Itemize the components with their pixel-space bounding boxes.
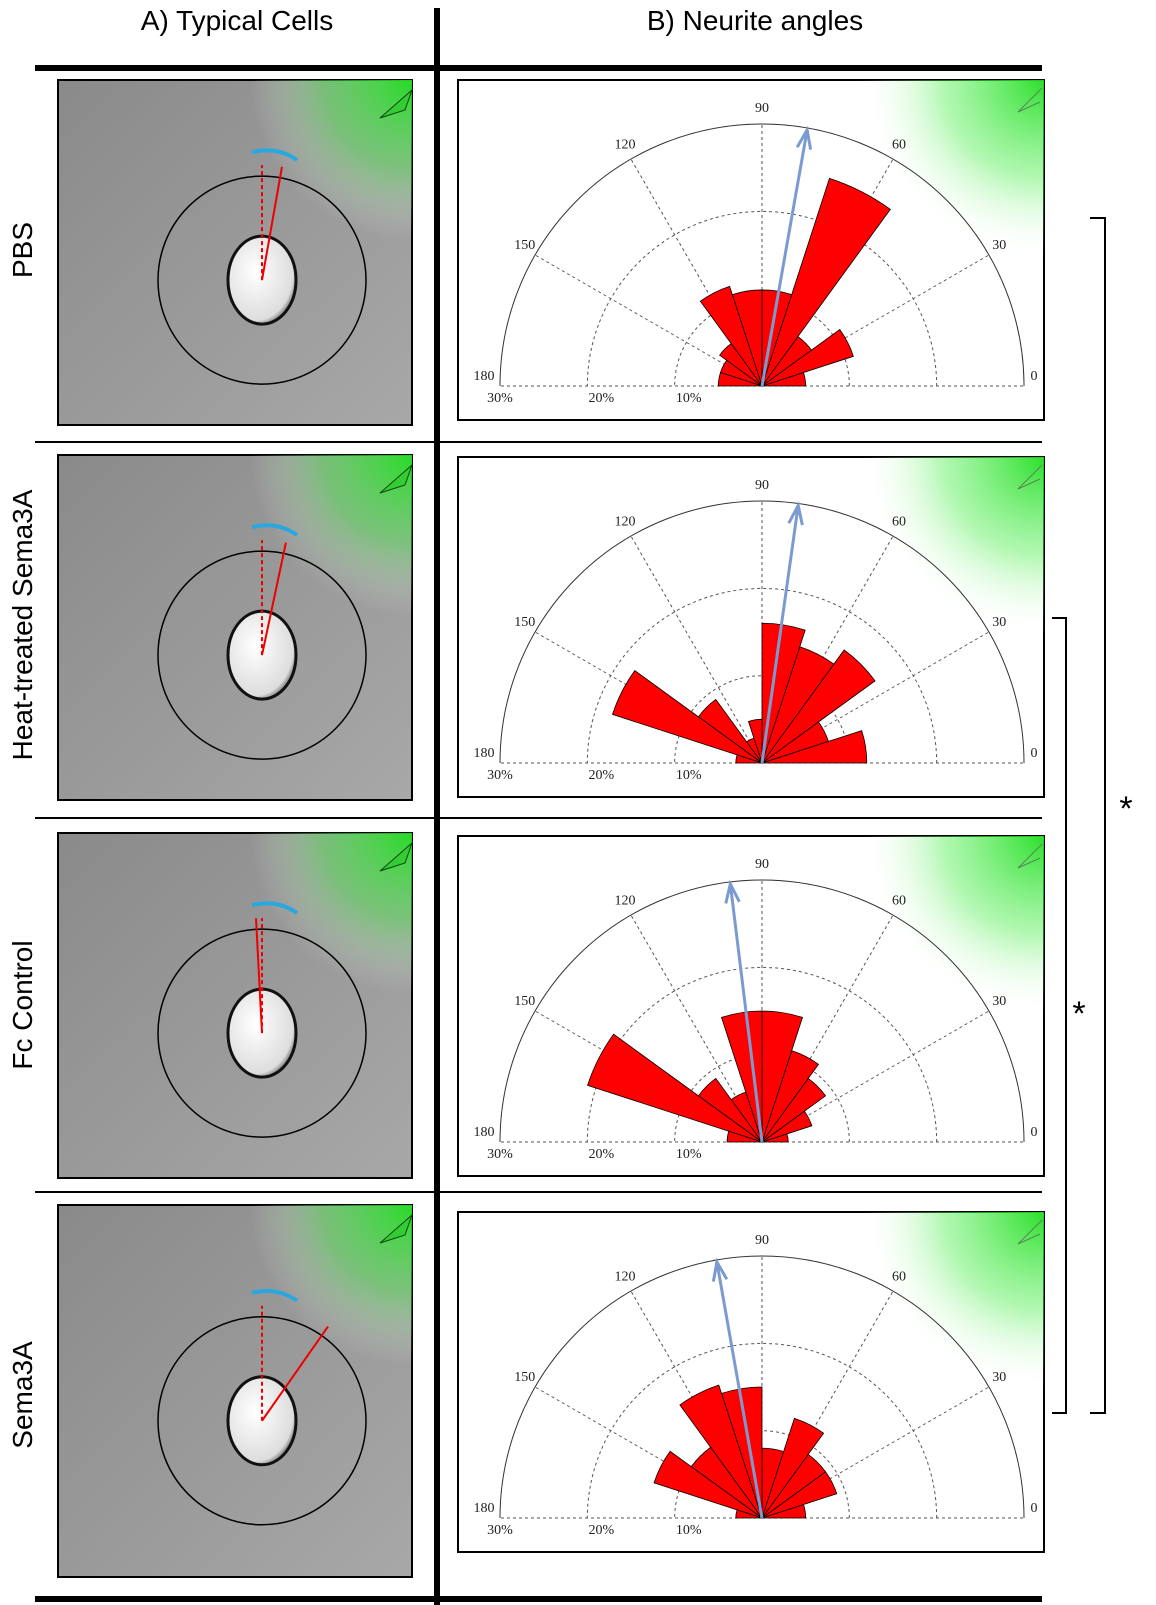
chart-glow bbox=[860, 1212, 1044, 1392]
r-tick-label: 10% bbox=[676, 1523, 702, 1538]
r-tick-label: 30% bbox=[487, 1523, 513, 1538]
r-tick-label: 20% bbox=[588, 768, 614, 783]
theta-tick-label: 30 bbox=[992, 238, 1006, 253]
row-label: Heat-treated Sema3A bbox=[7, 489, 38, 760]
polar-chart: 10% 20% 30% 0 30 60 90 120 150 180 bbox=[458, 1212, 1044, 1552]
theta-tick-label: 0 bbox=[1031, 1501, 1038, 1516]
image-glow bbox=[250, 833, 412, 993]
theta-tick-label: 90 bbox=[755, 857, 769, 872]
polar-chart: 10% 20% 30% 0 30 60 90 120 150 180 bbox=[458, 80, 1044, 420]
theta-tick-label: 180 bbox=[474, 369, 495, 384]
image-glow bbox=[250, 1205, 412, 1365]
polar-chart: 10% 20% 30% 0 30 60 90 120 150 180 bbox=[458, 836, 1044, 1176]
r-tick-label: 30% bbox=[487, 391, 513, 406]
theta-tick-label: 30 bbox=[992, 1370, 1006, 1385]
cell-image bbox=[58, 1205, 412, 1577]
theta-tick-label: 90 bbox=[755, 478, 769, 493]
theta-tick-label: 150 bbox=[514, 994, 535, 1009]
theta-tick-label: 150 bbox=[514, 238, 535, 253]
r-tick-label: 10% bbox=[676, 768, 702, 783]
significance-marker: * bbox=[1072, 995, 1085, 1033]
r-tick-label: 20% bbox=[588, 1147, 614, 1162]
chart-glow bbox=[860, 457, 1044, 637]
theta-tick-label: 30 bbox=[992, 615, 1006, 630]
image-glow bbox=[250, 455, 412, 615]
r-tick-label: 20% bbox=[588, 1523, 614, 1538]
theta-tick-label: 60 bbox=[892, 515, 906, 530]
theta-tick-label: 30 bbox=[992, 994, 1006, 1009]
theta-tick-label: 0 bbox=[1031, 746, 1038, 761]
cell-image bbox=[58, 833, 412, 1178]
theta-tick-label: 60 bbox=[892, 138, 906, 153]
theta-tick-label: 60 bbox=[892, 894, 906, 909]
column-title: A) Typical Cells bbox=[141, 5, 333, 36]
theta-tick-label: 120 bbox=[615, 515, 636, 530]
theta-tick-label: 150 bbox=[514, 615, 535, 630]
cell-image bbox=[58, 80, 412, 425]
cell-image bbox=[58, 455, 412, 800]
theta-tick-label: 150 bbox=[514, 1370, 535, 1385]
polar-chart: 10% 20% 30% 0 30 60 90 120 150 180 bbox=[458, 457, 1044, 797]
theta-tick-label: 120 bbox=[615, 1270, 636, 1285]
r-tick-label: 10% bbox=[676, 391, 702, 406]
theta-tick-label: 120 bbox=[615, 138, 636, 153]
r-tick-label: 10% bbox=[676, 1147, 702, 1162]
theta-tick-label: 90 bbox=[755, 101, 769, 116]
theta-tick-label: 60 bbox=[892, 1270, 906, 1285]
column-title: B) Neurite angles bbox=[647, 5, 863, 36]
row-label: PBS bbox=[7, 222, 38, 278]
theta-tick-label: 120 bbox=[615, 894, 636, 909]
theta-tick-label: 180 bbox=[474, 746, 495, 761]
page: A) Typical Cells B) Neurite angles * * P… bbox=[0, 0, 1156, 1605]
theta-tick-label: 90 bbox=[755, 1233, 769, 1248]
r-tick-label: 30% bbox=[487, 1147, 513, 1162]
r-tick-label: 20% bbox=[588, 391, 614, 406]
theta-tick-label: 180 bbox=[474, 1125, 495, 1140]
chart-glow bbox=[860, 836, 1044, 1016]
figure: A) Typical Cells B) Neurite angles * * P… bbox=[0, 0, 1156, 1605]
significance-marker: * bbox=[1119, 790, 1132, 828]
row-label: Fc Control bbox=[7, 940, 38, 1069]
theta-tick-label: 180 bbox=[474, 1501, 495, 1516]
brackets bbox=[1052, 218, 1105, 1413]
chart-glow bbox=[860, 80, 1044, 260]
row-label: Sema3A bbox=[7, 1341, 38, 1449]
theta-tick-label: 0 bbox=[1031, 1125, 1038, 1140]
theta-tick-label: 0 bbox=[1031, 369, 1038, 384]
r-tick-label: 30% bbox=[487, 768, 513, 783]
